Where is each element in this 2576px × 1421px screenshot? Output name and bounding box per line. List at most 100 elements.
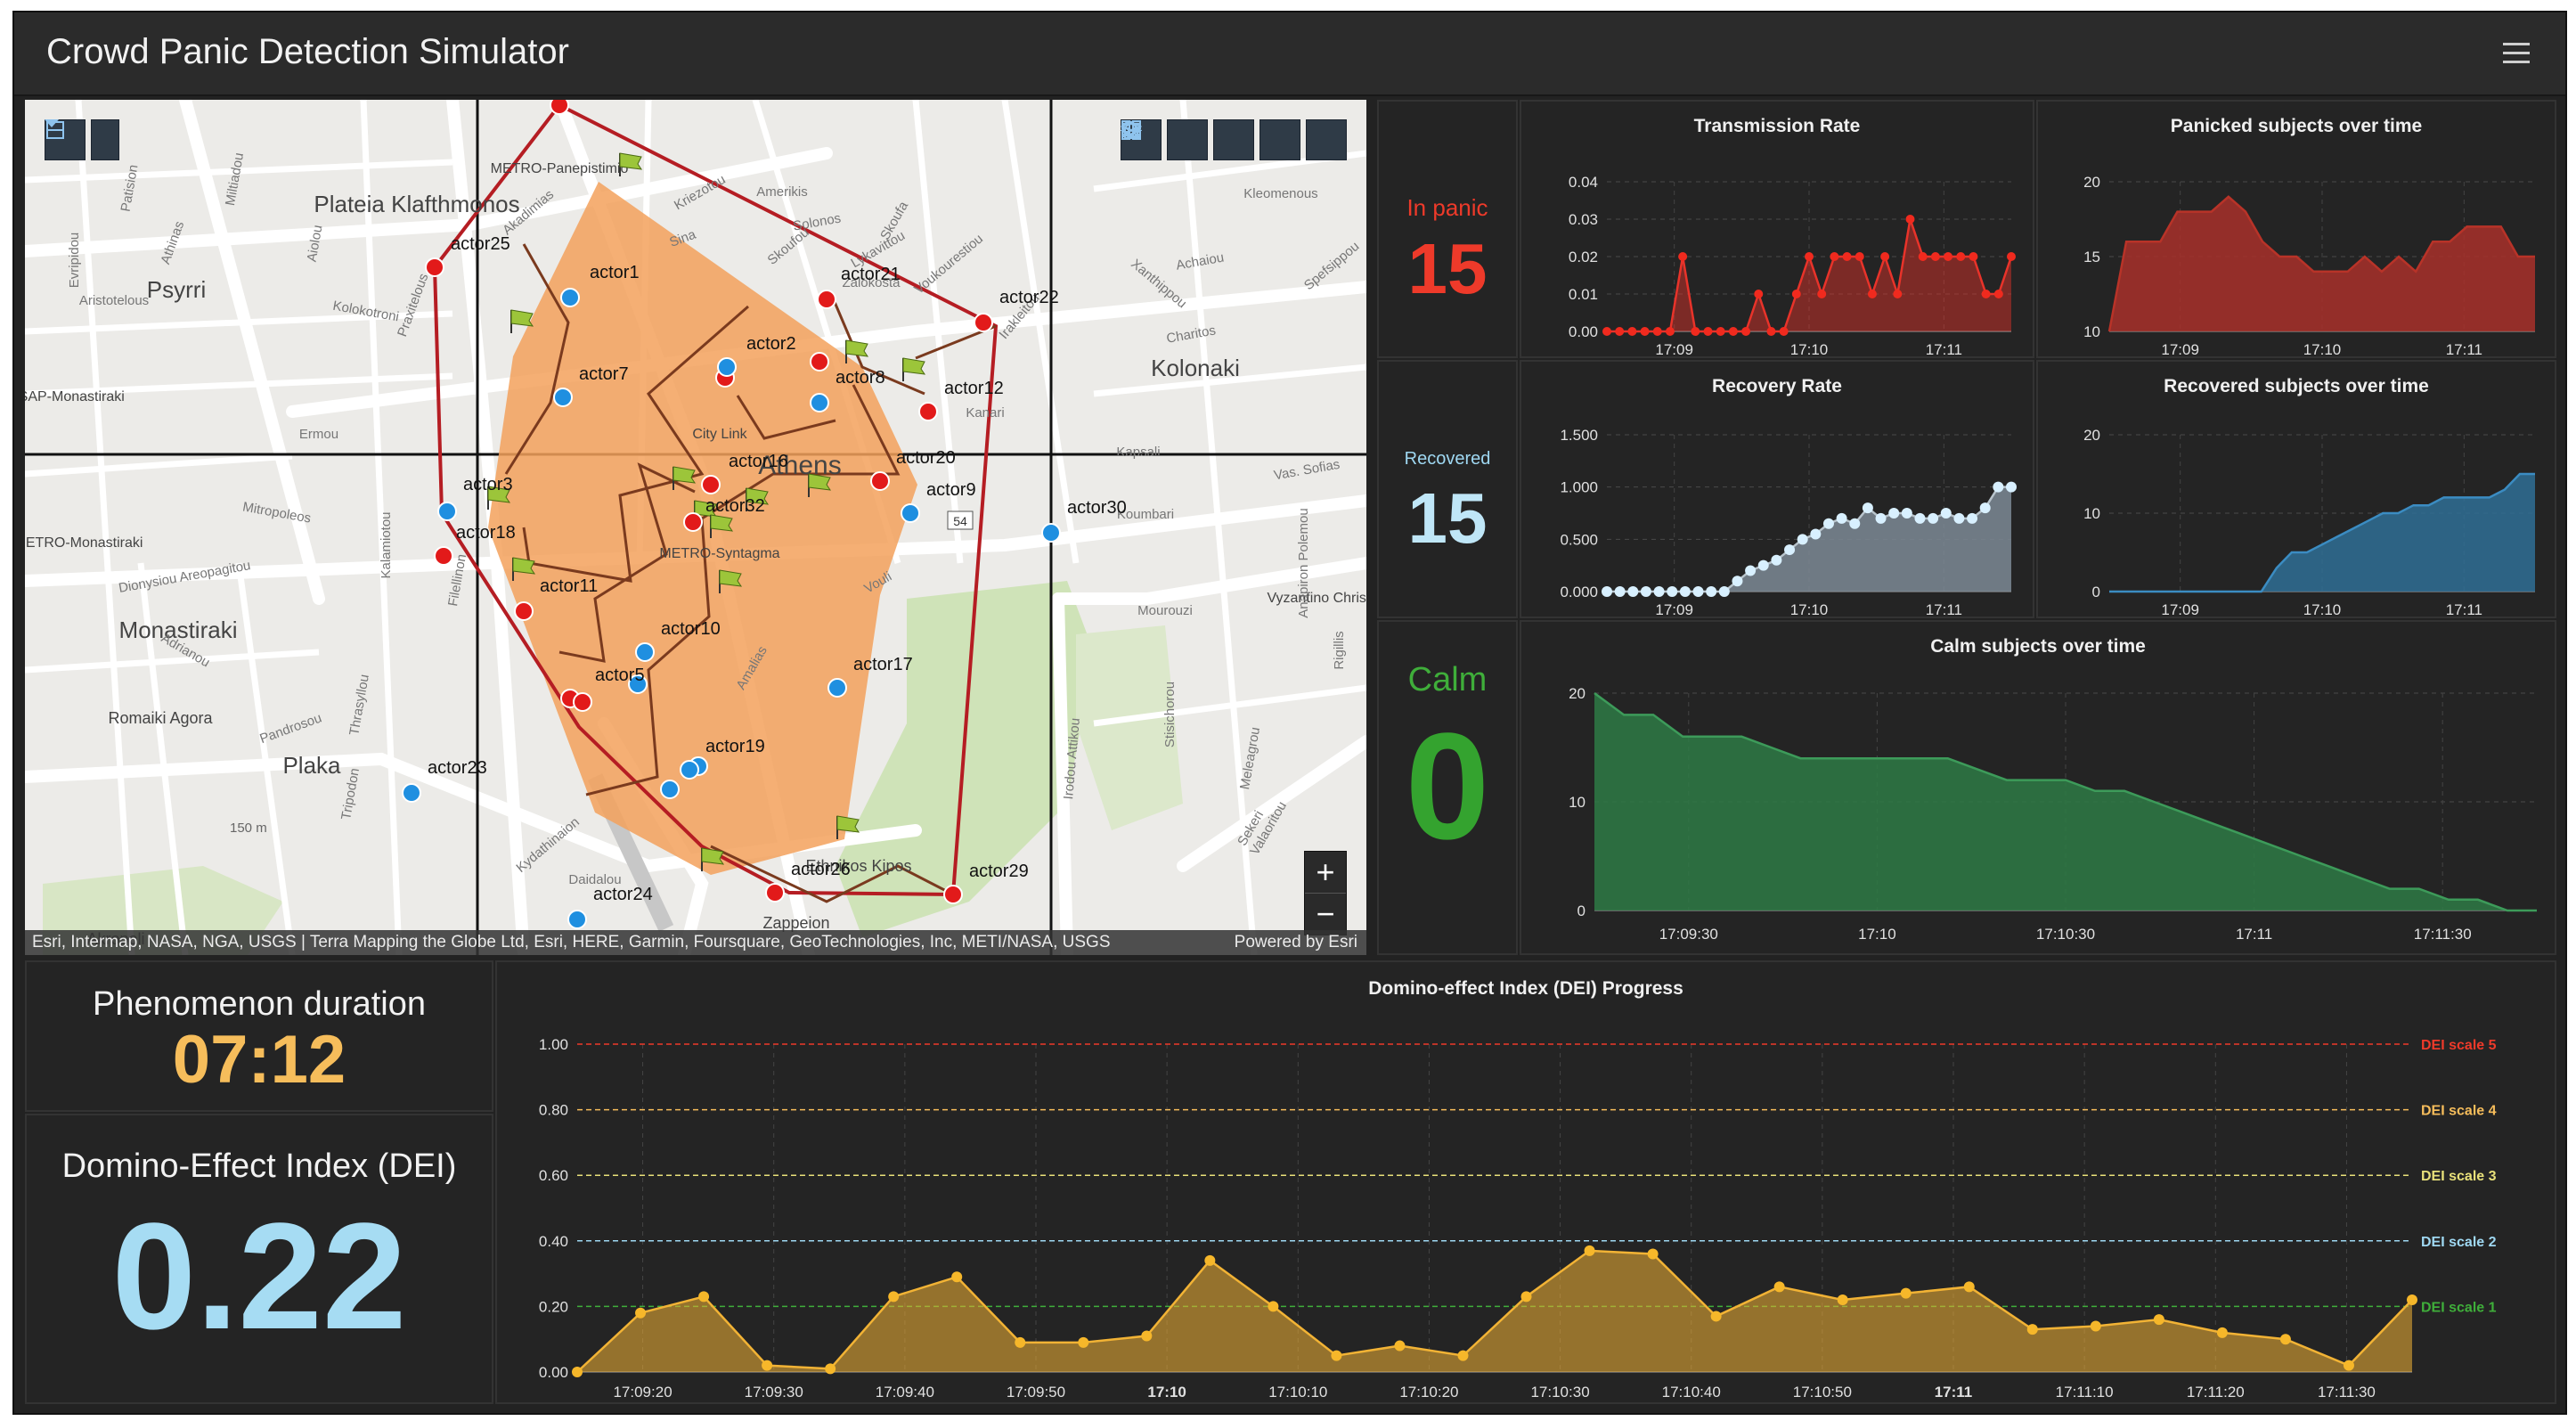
transmission-rate-panel: Transmission Rate 0.00 0.01 0.02 0.03 0.04 17:… — [1520, 100, 2034, 358]
data-point — [1862, 502, 1873, 514]
x-tick-label: 17:11 — [1926, 601, 1962, 617]
data-point — [1784, 544, 1796, 556]
zoom-out-button[interactable]: − — [1316, 895, 1335, 932]
map-street-label: Kalamiotou — [379, 511, 394, 578]
data-point — [1875, 512, 1887, 524]
y-tick-label: 20 — [2083, 174, 2100, 191]
home-icon[interactable] — [1121, 119, 1208, 160]
x-tick-label: 17:10:30 — [2036, 926, 2095, 943]
x-tick-label: 17:11:20 — [2187, 1384, 2245, 1401]
data-point — [1692, 586, 1704, 597]
dashboard-frame: Crowd Panic Detection Simulator — [12, 11, 2567, 1415]
data-point — [1956, 252, 1966, 261]
actor-marker — [810, 393, 829, 412]
map-place-label: Psyrri — [147, 276, 206, 303]
data-point — [1141, 1330, 1153, 1342]
x-tick-label: 17:09:30 — [745, 1384, 803, 1401]
actor-marker — [1041, 523, 1061, 543]
recovered-panel: Recovered 15 — [1377, 360, 1518, 618]
data-point — [2153, 1314, 2164, 1326]
x-tick-label: 17:11:10 — [2056, 1384, 2114, 1401]
x-tick-label: 17:10:20 — [1399, 1384, 1458, 1401]
app-title: Crowd Panic Detection Simulator — [46, 32, 569, 71]
app-header: Crowd Panic Detection Simulator — [14, 12, 2565, 96]
data-point — [1394, 1340, 1406, 1352]
series-area — [2109, 474, 2535, 592]
chevron-down-icon[interactable] — [45, 119, 119, 160]
map-place-label: Plaka — [282, 752, 341, 779]
flag-icon — [487, 486, 511, 510]
actor-marker — [425, 257, 444, 277]
data-point — [1614, 586, 1626, 597]
actor-label: actor16 — [729, 452, 788, 471]
data-point — [1757, 559, 1769, 571]
y-tick-label: 20 — [2083, 427, 2100, 444]
data-point — [1930, 252, 1940, 261]
map-street-label: Koumbari — [1117, 507, 1174, 522]
map-street-label: Meleagrou — [1237, 726, 1263, 791]
data-point — [1900, 1287, 1912, 1299]
map-street-label: Mourouzi — [1137, 603, 1193, 618]
data-point — [2007, 252, 2016, 261]
legend-list-icon[interactable] — [1122, 119, 1254, 160]
x-tick-label: 17:11 — [2236, 926, 2272, 943]
data-point — [1944, 252, 1953, 261]
map-place-label: Monastiraki — [119, 617, 238, 643]
map-street-label: Kanari — [966, 405, 1004, 421]
flag-icon — [902, 357, 926, 381]
data-point — [1967, 512, 1978, 524]
map-attribution: Esri, Intermap, NASA, NGA, USGS | Terra … — [25, 930, 1366, 955]
actor-label: actor9 — [926, 480, 976, 500]
calm-label: Calm — [1407, 661, 1488, 698]
map-street-label: Aiolou — [305, 224, 326, 263]
map-canvas[interactable]: Psyrri Plateia Klafthmonos Kolonaki Monasti… — [25, 100, 1366, 955]
map-place-label: Athens — [758, 451, 841, 480]
data-point — [1653, 586, 1665, 597]
map-street-label: Zalokosta — [842, 275, 901, 290]
map-street-label: Aristotelous — [79, 293, 149, 308]
y-tick-label: 20 — [1569, 685, 1586, 702]
duration-label: Phenomenon duration — [93, 985, 426, 1023]
y-tick-label: 0 — [1577, 902, 1586, 919]
y-tick-label: 0.500 — [1560, 531, 1598, 548]
actor-label: actor30 — [1067, 498, 1127, 518]
map-view[interactable]: Psyrri Plateia Klafthmonos Kolonaki Monasti… — [25, 100, 1366, 955]
data-point — [2090, 1320, 2101, 1332]
powered-by-link[interactable]: Powered by Esri — [1234, 933, 1357, 951]
actor-label: actor29 — [969, 862, 1029, 881]
zoom-in-button[interactable]: + — [1316, 853, 1335, 890]
recovery-rate-panel: Recovery Rate 0.000 0.500 1.000 1.500 17:09 17… — [1520, 360, 2034, 618]
data-point — [951, 1271, 963, 1283]
map-street-label: Charitos — [1165, 323, 1217, 346]
x-tick-label: 17:09 — [1655, 341, 1693, 356]
data-point — [1979, 502, 1991, 514]
map-street-label: Mitropoleos — [241, 499, 312, 526]
calm-panel: Calm 0 — [1377, 620, 1518, 955]
data-point — [1703, 327, 1713, 336]
y-tick-label: 0.04 — [1569, 174, 1598, 191]
recovered-over-time-chart: Recovered subjects over time 0 10 20 17:09 17… — [2083, 376, 2535, 618]
data-point — [1953, 512, 1965, 524]
x-tick-label: 17:10:30 — [1530, 1384, 1589, 1401]
actor-label: actor11 — [540, 576, 598, 596]
data-point — [1647, 1248, 1659, 1260]
data-point — [1771, 554, 1782, 566]
hamburger-menu-icon[interactable] — [2503, 43, 2530, 64]
data-point — [1457, 1350, 1469, 1361]
flag-icon — [836, 815, 860, 839]
layers-icon[interactable] — [1121, 119, 1300, 160]
map-street-label: Stisichorou — [1162, 682, 1178, 747]
actor-marker — [901, 503, 920, 523]
actor-label: actor3 — [463, 475, 513, 494]
series-area — [2109, 196, 2535, 331]
series-area — [1607, 219, 2011, 331]
basemap-gallery-icon[interactable] — [1121, 119, 1347, 160]
actor-label: actor20 — [896, 448, 956, 468]
in-panic-panel: In panic 15 — [1377, 100, 1518, 358]
data-point — [1710, 1311, 1722, 1322]
zoom-controls: + − — [1304, 851, 1347, 935]
data-point — [1615, 327, 1625, 336]
data-point — [1836, 512, 1847, 524]
map-place-label: City Link — [692, 427, 747, 442]
flag-icon — [619, 152, 643, 176]
